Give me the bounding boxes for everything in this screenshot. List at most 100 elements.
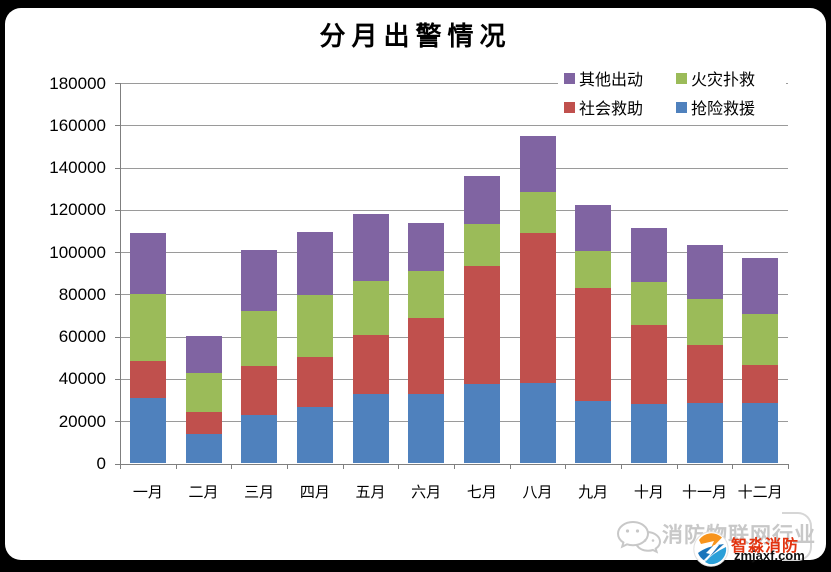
x-axis-tick-mark [509,464,511,469]
watermark-dash [793,541,805,543]
legend-label: 其他出动 [579,72,644,89]
bar-segment-火灾扑救 [352,280,389,335]
x-axis-category-label: 八月 [522,483,553,501]
chart-title: 分月出警情况 [319,22,512,51]
y-axis-tick-label: 80000 [58,284,106,304]
x-axis-tick-mark [342,464,344,469]
bar-segment-抢险救援 [185,433,222,464]
bar-segment-火灾扑救 [630,281,667,326]
bar-segment-抢险救援 [575,401,612,464]
x-axis-tick-mark [732,464,734,469]
bar-segment-火灾扑救 [575,251,612,289]
y-axis-tick-mark [115,421,120,423]
x-axis-tick-mark [454,464,455,469]
x-axis-tick-mark [398,464,400,469]
x-axis-category-label: 十一月 [681,483,727,501]
legend-swatch-icon [564,101,575,113]
gridline [120,421,788,423]
legend-item: 火灾扑救 [676,66,780,90]
y-axis-tick-label: 140000 [49,158,106,178]
bar-segment-抢险救援 [241,414,278,464]
bar-segment-社会救助 [296,356,333,408]
legend-item: 抢险救援 [676,95,780,119]
brand-logo-icon [693,531,729,572]
y-axis-tick-mark [115,252,120,254]
x-axis-tick-mark [676,464,678,469]
bar-segment-其他出动 [575,204,612,252]
bar-segment-抢险救援 [630,404,667,464]
bar-segment-社会救助 [742,365,779,404]
bar-segment-火灾扑救 [185,372,222,412]
y-axis-tick-mark [115,294,120,296]
bar-segment-火灾扑救 [241,311,278,367]
bar-segment-火灾扑救 [519,191,556,234]
legend-swatch-icon [676,101,687,113]
bar-segment-火灾扑救 [463,223,500,266]
brand-name: 智淼消防 [731,538,800,555]
gridline [120,209,788,211]
brand-url: zmjaxf.com [734,548,805,563]
bar-segment-抢险救援 [519,383,556,464]
bar-segment-社会救助 [519,233,556,384]
x-axis-category-label: 七月 [466,483,497,501]
x-axis-tick-mark [287,464,288,469]
bar-segment-社会救助 [129,360,166,398]
legend-swatch-icon [564,72,575,84]
bar-segment-火灾扑救 [686,298,723,346]
bar-segment-其他出动 [241,249,278,312]
x-axis-category-label: 五月 [355,483,386,501]
legend-item: 其他出动 [564,66,676,90]
legend-label: 抢险救援 [691,101,756,118]
gridline [120,294,788,296]
bar-segment-火灾扑救 [129,294,166,361]
legend-item: 社会救助 [564,95,676,119]
gridline [120,252,788,254]
wechat-icon [616,520,662,559]
y-axis-tick-label: 120000 [49,200,106,220]
gridline [120,378,788,380]
gridline [120,336,788,338]
y-axis-tick-mark [115,336,120,338]
bar-segment-社会救助 [463,265,500,385]
legend-label: 火灾扑救 [691,72,756,89]
y-axis-tick-label: 180000 [49,73,106,93]
y-axis-tick-mark [115,125,120,127]
bar-segment-社会救助 [630,325,667,405]
x-axis-category-label: 六月 [411,483,442,501]
bar-segment-抢险救援 [686,403,723,464]
y-axis-tick-label: 60000 [58,327,106,347]
bar-segment-社会救助 [352,334,389,394]
watermark-bubble-outline [782,512,812,561]
bar-segment-火灾扑救 [296,295,333,357]
y-axis-tick-mark [115,209,120,211]
x-axis-category-label: 四月 [299,483,330,501]
bar-segment-社会救助 [241,366,278,415]
bar-segment-其他出动 [686,244,723,299]
bar-segment-其他出动 [296,232,333,296]
bar-segment-抢险救援 [408,393,445,464]
bar-segment-社会救助 [686,345,723,404]
gridline [120,83,788,84]
bar-segment-社会救助 [185,411,222,434]
bar-segment-其他出动 [408,222,445,272]
y-axis-tick-label: 20000 [58,411,106,431]
bar-segment-社会救助 [408,317,445,394]
x-axis-category-label: 十二月 [737,483,783,501]
x-axis-tick-mark [565,464,567,469]
plot-area [120,83,789,465]
x-axis-tick-mark [120,464,121,469]
bar-segment-其他出动 [129,233,166,295]
legend-swatch-icon [676,72,687,84]
bar-segment-其他出动 [185,335,222,373]
bar-segment-火灾扑救 [408,271,445,318]
bar-segment-抢险救援 [463,384,500,464]
x-axis-category-label: 一月 [132,483,163,501]
bar-segment-其他出动 [519,135,556,192]
bar-segment-其他出动 [463,176,500,224]
legend-label: 社会救助 [579,101,644,118]
x-axis-category-label: 九月 [578,483,609,501]
y-axis-tick-label: 100000 [49,242,106,262]
bar-segment-抢险救援 [129,397,166,464]
bar-segment-其他出动 [352,214,389,281]
